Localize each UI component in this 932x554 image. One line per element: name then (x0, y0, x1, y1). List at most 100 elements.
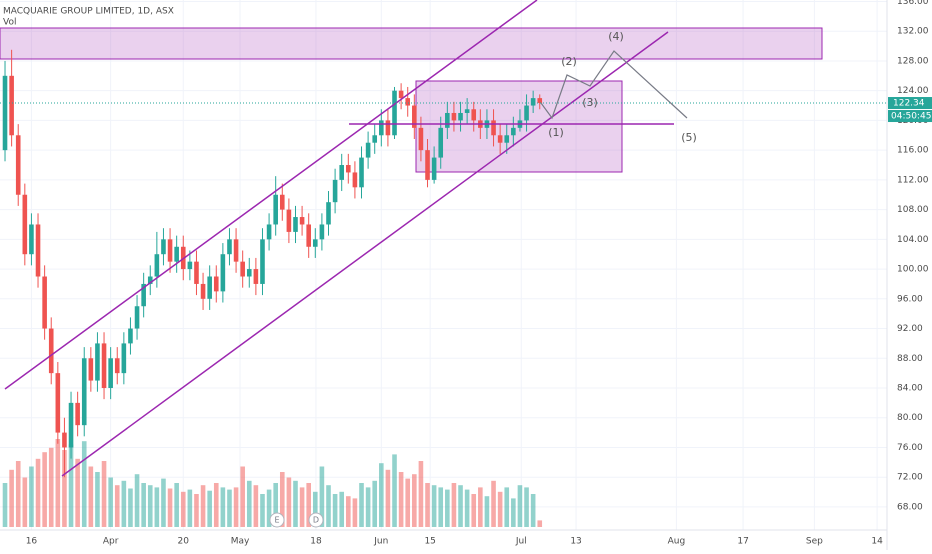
volume-bar (62, 450, 67, 527)
volume-bar (128, 488, 133, 527)
candle-body (213, 276, 219, 292)
volume-bar (22, 477, 28, 527)
volume-bar (392, 454, 397, 527)
candle-body (114, 358, 120, 374)
candle-body (306, 224, 311, 247)
candle-body (524, 105, 529, 121)
candle-body (438, 127, 444, 158)
candle-body (2, 75, 8, 151)
volume-bar (398, 472, 404, 527)
candles (2, 49, 543, 478)
volume-bar (81, 441, 87, 527)
candle-body (299, 217, 305, 225)
volume-bar (180, 491, 186, 527)
volume-bar (68, 444, 74, 527)
volume-bar (273, 483, 278, 527)
event-marker (308, 512, 324, 528)
volume-bar (134, 474, 140, 527)
volume-bar (299, 487, 305, 527)
wave-label: (4) (608, 30, 624, 43)
event-marker (269, 512, 285, 528)
event-label: E (274, 516, 279, 525)
volume-bar (233, 487, 239, 527)
candle-body (246, 269, 252, 277)
candle-body (379, 120, 384, 136)
volume-bar (161, 478, 166, 527)
volume-bar (431, 485, 437, 527)
volume-bar (174, 483, 179, 527)
candle-body (161, 239, 166, 255)
candle-body (81, 358, 87, 426)
y-tick-label: 104.00 (897, 235, 929, 245)
volume-bar (365, 487, 371, 527)
volume-bar (405, 478, 411, 527)
volume-bar (42, 452, 47, 527)
candle-body (405, 98, 411, 106)
volume-bar (537, 520, 543, 527)
volume-bar (478, 487, 483, 527)
candle-body (431, 157, 437, 180)
volume-bar (286, 477, 292, 527)
volume-bar (194, 494, 199, 527)
candle-body (200, 283, 206, 299)
candle-body (504, 135, 510, 143)
volume-bar (246, 480, 252, 527)
volume-bar (425, 483, 430, 527)
volume-bar (108, 477, 113, 527)
candle-body (35, 224, 41, 277)
candle-body (220, 254, 226, 292)
volume-bar (379, 463, 384, 527)
candle-body (352, 172, 358, 188)
volume-bar (306, 483, 311, 527)
volume-bar (213, 483, 219, 527)
volume-bar (48, 447, 54, 527)
wave-label: (1) (548, 126, 564, 139)
candle-body (392, 90, 397, 136)
y-tick-label: 100.00 (897, 265, 929, 275)
x-tick-label: Aug (668, 537, 686, 547)
wave-label: (5) (681, 131, 697, 144)
candle-body (75, 402, 80, 426)
volume-bar (75, 458, 80, 527)
y-tick-label: 128.00 (897, 56, 929, 66)
volume-bar (372, 480, 378, 527)
x-tick-label: 14 (871, 537, 883, 547)
x-tick-label: 17 (737, 537, 748, 547)
last-price-label: 122.34 (893, 99, 925, 109)
x-tick-label: 20 (178, 537, 190, 547)
volume-bar (9, 469, 14, 527)
candle-body (279, 194, 285, 210)
candle-body (451, 112, 457, 121)
y-tick-label: 112.00 (897, 175, 929, 185)
candle-body (167, 239, 173, 262)
candle-body (260, 239, 265, 284)
volume-bar (458, 485, 463, 527)
volume-bar (464, 489, 470, 527)
x-tick-label: 18 (310, 537, 322, 547)
candle-body (62, 432, 67, 448)
volume-bar (95, 472, 100, 527)
candle-body (68, 402, 74, 448)
y-tick-label: 124.00 (897, 86, 929, 96)
volume-bar (207, 490, 212, 527)
candle-body (425, 150, 430, 180)
candle-body (497, 135, 503, 143)
volume-label: Vol (3, 18, 16, 28)
volume-bar (141, 483, 146, 527)
volume-bar (504, 487, 510, 527)
candle-body (174, 246, 179, 262)
candle-body (491, 120, 496, 136)
volume-bar (385, 469, 391, 527)
grid (0, 0, 887, 530)
candle-body (15, 135, 21, 195)
volume-bar (29, 466, 34, 527)
candle-body (187, 261, 193, 270)
wave-label: (3) (582, 96, 598, 109)
volume-bar (187, 489, 193, 527)
x-tick-label: Jun (373, 537, 388, 547)
volume-bar (332, 494, 338, 527)
volume-bar (2, 483, 8, 527)
volume-pane (2, 439, 543, 527)
candle-body (537, 98, 543, 104)
volume-bar (312, 491, 318, 527)
